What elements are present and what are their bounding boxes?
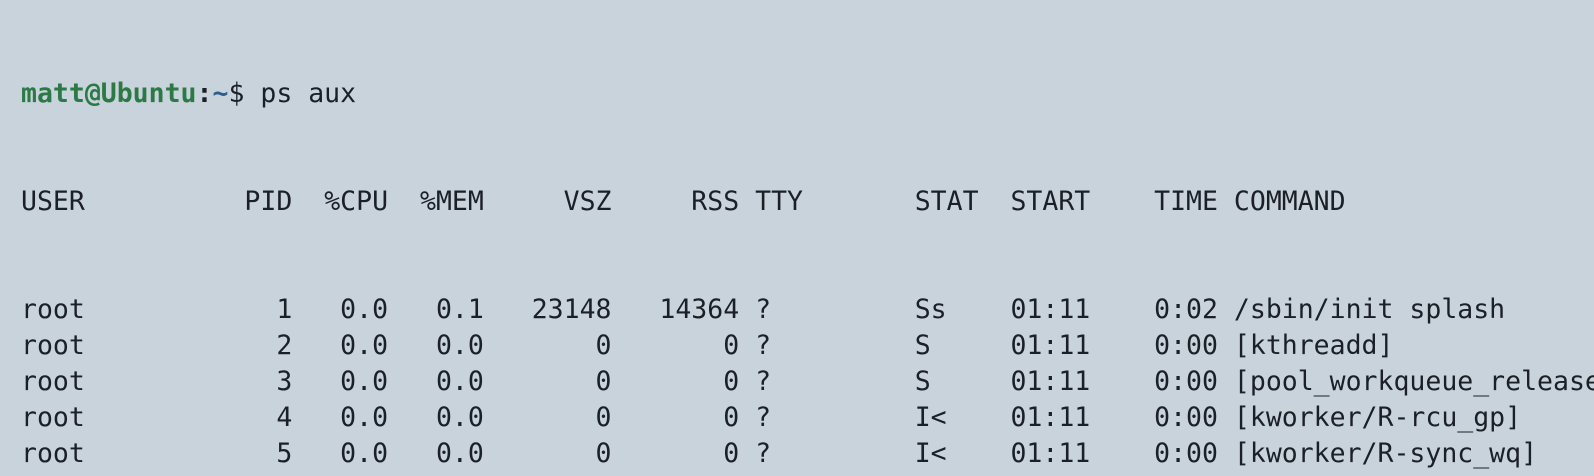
process-tty-cell: ? xyxy=(755,438,772,469)
header-pid-cell: PID xyxy=(244,186,293,217)
process-rss-cell: 0 xyxy=(723,366,740,397)
process-mem-cell: 0.0 xyxy=(435,366,484,397)
process-stat-cell: Ss xyxy=(914,294,947,325)
process-time-cell: 0:02 xyxy=(1154,294,1218,325)
process-command-cell: [kworker/R-sync_wq] xyxy=(1233,438,1538,469)
process-pid-cell: 3 xyxy=(276,366,293,397)
process-pid-cell: 4 xyxy=(276,402,293,433)
prompt-line: matt@Ubuntu:~$ ps aux xyxy=(21,76,1594,112)
process-rss-cell: 14364 xyxy=(659,294,740,325)
process-user-cell: root xyxy=(21,330,85,361)
process-start-cell: 01:11 xyxy=(1010,472,1090,476)
process-row: root 5 0.0 0.0 0 0 ? I< 01:11 0:00 [kwor… xyxy=(21,436,1594,472)
process-vsz-cell: 0 xyxy=(595,330,612,361)
process-pid-cell: 2 xyxy=(276,330,293,361)
header-rss-cell: RSS xyxy=(691,186,740,217)
process-mem-cell: 0.0 xyxy=(435,402,484,433)
process-table-body: root 1 0.0 0.1 23148 14364 ? Ss 01:11 0:… xyxy=(21,292,1594,476)
process-time-cell: 0:00 xyxy=(1154,402,1218,433)
process-rss-cell: 0 xyxy=(723,472,739,476)
process-start-cell: 01:11 xyxy=(1010,402,1091,433)
process-vsz-cell: 0 xyxy=(595,402,612,433)
process-start-cell: 01:11 xyxy=(1010,438,1091,469)
process-cpu-cell: 0.0 xyxy=(340,472,388,476)
process-stat-cell: S xyxy=(914,330,931,361)
prompt-user-host: matt@Ubuntu xyxy=(21,78,197,109)
header-tty-cell: TTY xyxy=(755,186,803,217)
header-user-cell: USER xyxy=(21,186,85,217)
header-vsz-cell: VSZ xyxy=(563,186,612,217)
prompt-path: ~ xyxy=(212,78,229,109)
typed-command: ps aux xyxy=(260,78,357,109)
process-row: root 4 0.0 0.0 0 0 ? I< 01:11 0:00 [kwor… xyxy=(21,400,1594,436)
process-tty-cell: ? xyxy=(755,472,771,476)
process-mem-cell: 0.0 xyxy=(435,330,484,361)
process-time-cell: 0:00 xyxy=(1154,366,1218,397)
process-vsz-cell: 0 xyxy=(596,472,612,476)
header-start-cell: START xyxy=(1010,186,1091,217)
process-vsz-cell: 0 xyxy=(595,438,612,469)
process-rss-cell: 0 xyxy=(723,330,740,361)
process-user-cell: root xyxy=(21,366,85,397)
process-row: root 6 0.0 0.0 0 0 ? I< 01:11 0:00 [kwor… xyxy=(21,472,1594,476)
process-cpu-cell: 0.0 xyxy=(340,402,389,433)
process-mem-cell: 0.0 xyxy=(435,438,484,469)
process-command-cell: [pool_workqueue_release] xyxy=(1233,366,1594,397)
process-time-cell: 0:00 xyxy=(1154,438,1218,469)
process-vsz-cell: 23148 xyxy=(531,294,612,325)
header-command-cell: COMMAND xyxy=(1233,186,1346,217)
header-stat-cell: STAT xyxy=(914,186,979,217)
process-vsz-cell: 0 xyxy=(595,366,612,397)
process-mem-cell: 0.0 xyxy=(436,472,484,476)
process-tty-cell: ? xyxy=(755,366,772,397)
process-pid-cell: 6 xyxy=(276,472,292,476)
process-command-cell: [kworker/R-rcu_gp] xyxy=(1233,402,1522,433)
process-row: root 2 0.0 0.0 0 0 ? S 01:11 0:00 [kthre… xyxy=(21,328,1594,364)
process-command-cell: [kthreadd] xyxy=(1233,330,1394,361)
process-table-header: USER PID %CPU %MEM VSZ RSS TTY STAT STAR… xyxy=(21,184,1594,220)
process-tty-cell: ? xyxy=(755,330,772,361)
process-mem-cell: 0.1 xyxy=(435,294,484,325)
process-user-cell: root xyxy=(21,472,85,476)
process-stat-cell: I< xyxy=(914,438,947,469)
process-user-cell: root xyxy=(21,402,85,433)
process-tty-cell: ? xyxy=(755,294,772,325)
prompt-symbol: $ xyxy=(228,78,261,109)
process-rss-cell: 0 xyxy=(723,402,740,433)
process-start-cell: 01:11 xyxy=(1010,294,1091,325)
process-start-cell: 01:11 xyxy=(1010,366,1091,397)
process-command-cell: [kworker/R-kvfree_rcu_reclaim] xyxy=(1234,472,1594,476)
process-cpu-cell: 0.0 xyxy=(340,294,389,325)
process-stat-cell: S xyxy=(914,366,931,397)
header-cpu-cell: %CPU xyxy=(324,186,389,217)
process-row: root 1 0.0 0.1 23148 14364 ? Ss 01:11 0:… xyxy=(21,292,1594,328)
process-stat-cell: I< xyxy=(915,472,947,476)
process-cpu-cell: 0.0 xyxy=(340,438,389,469)
process-stat-cell: I< xyxy=(914,402,947,433)
process-row: root 3 0.0 0.0 0 0 ? S 01:11 0:00 [pool_… xyxy=(21,364,1594,400)
process-user-cell: root xyxy=(21,438,85,469)
process-tty-cell: ? xyxy=(755,402,772,433)
header-time-cell: TIME xyxy=(1154,186,1218,217)
process-pid-cell: 5 xyxy=(276,438,293,469)
process-pid-cell: 1 xyxy=(276,294,293,325)
process-cpu-cell: 0.0 xyxy=(340,330,389,361)
process-command-cell: /sbin/init splash xyxy=(1233,294,1506,325)
process-time-cell: 0:00 xyxy=(1154,472,1218,476)
process-rss-cell: 0 xyxy=(723,438,740,469)
process-user-cell: root xyxy=(21,294,85,325)
process-cpu-cell: 0.0 xyxy=(340,366,389,397)
process-start-cell: 01:11 xyxy=(1010,330,1091,361)
process-time-cell: 0:00 xyxy=(1154,330,1218,361)
prompt-separator: : xyxy=(196,78,213,109)
header-mem-cell: %MEM xyxy=(419,186,484,217)
